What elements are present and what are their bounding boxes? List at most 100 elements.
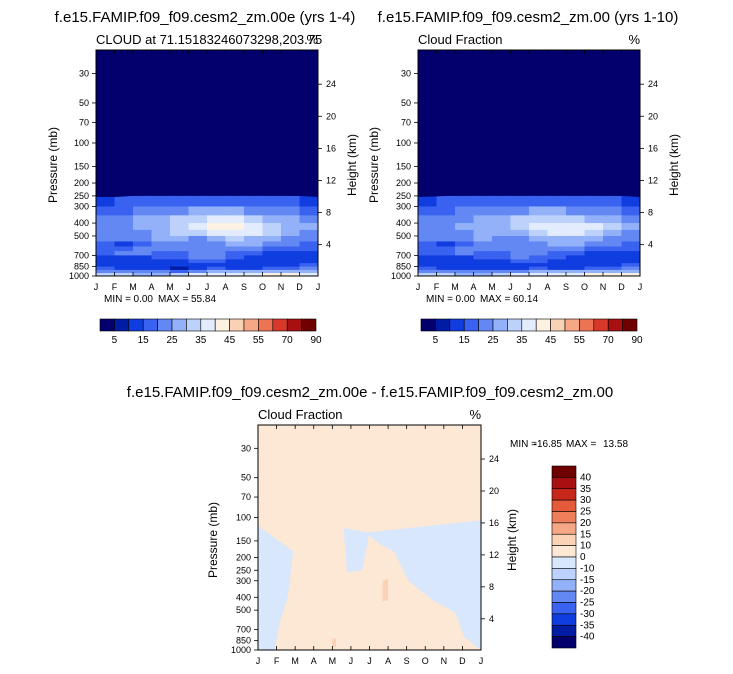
y-tick-label: 150 — [74, 161, 89, 171]
heatmap-cell — [621, 195, 641, 207]
max-label: MAX = — [480, 294, 510, 305]
cloud-top-mask — [418, 183, 640, 198]
plot-frame — [417, 49, 641, 277]
heatmap-cell — [510, 223, 530, 231]
colorbar-swatch — [551, 602, 577, 615]
heatmap-cell — [566, 223, 585, 231]
y-tick-label: 250 — [236, 565, 251, 575]
heatmap-cell — [151, 259, 171, 264]
heatmap-cell — [299, 215, 319, 224]
heatmap-cell — [547, 246, 567, 252]
heatmap-cell — [529, 263, 548, 268]
heatmap-cell — [473, 229, 493, 237]
colorbar-swatch — [551, 579, 577, 592]
colorbar-swatch — [551, 590, 577, 603]
heatmap-cell — [244, 215, 263, 224]
x-tick-label: A — [311, 656, 317, 666]
heatmap-cell — [244, 206, 263, 216]
heatmap-cell — [207, 255, 226, 260]
x-tick-label: S — [563, 282, 569, 292]
y-tick-label: 70 — [241, 492, 251, 502]
heatmap-cell — [418, 206, 437, 216]
heatmap-cell — [621, 259, 641, 264]
heatmap-cell — [133, 215, 152, 224]
y-tick-label: 1000 — [391, 271, 411, 281]
heatmap-cell — [225, 263, 245, 268]
x-tick-label: J — [527, 282, 532, 292]
heatmap-cell — [436, 235, 456, 242]
colorbar-label: -15 — [580, 575, 595, 586]
heatmap-cell — [151, 269, 171, 274]
heatmap-cell — [114, 235, 134, 242]
x-tick-label: N — [441, 656, 448, 666]
panel-difference: f.e15.FAMIP.f09_f09.cesm2_zm.00e - f.e15… — [127, 384, 629, 666]
heatmap-cell — [281, 259, 300, 264]
heatmap-cell — [170, 195, 189, 207]
heatmap-cell — [584, 263, 604, 268]
unit-label: % — [628, 32, 640, 47]
heatmap-cell — [262, 263, 282, 268]
x-tick-label: J — [186, 282, 191, 292]
heatmap-cell — [281, 246, 300, 252]
heatmap-cell — [133, 269, 152, 274]
x-tick-label: O — [259, 282, 266, 292]
colorbar-swatch — [449, 318, 465, 332]
heatmap-cell — [281, 195, 300, 207]
region-negative-mid — [343, 528, 370, 573]
heatmap-cell — [114, 241, 134, 247]
heatmap-cell — [455, 195, 474, 207]
heatmap-cell — [603, 255, 622, 260]
heatmap-cell — [566, 269, 585, 274]
heatmap-cell — [492, 235, 511, 242]
min-value: 0.00 — [456, 294, 476, 305]
x-tick-label: A — [148, 282, 154, 292]
min-value: -16.85 — [534, 439, 563, 450]
heatmap-cell — [547, 266, 567, 271]
heatmap-cell — [529, 215, 548, 224]
heatmap-cell — [207, 206, 226, 216]
y-tick-label: 100 — [74, 138, 89, 148]
height-tick-label: 16 — [648, 143, 658, 153]
y-tick-label: 300 — [236, 576, 251, 586]
heatmap-cell — [510, 241, 530, 247]
plot-frame — [257, 424, 482, 651]
height-tick-label: 8 — [489, 582, 494, 592]
heatmap-cell — [244, 259, 263, 264]
heatmap-cell — [151, 266, 171, 271]
heatmap-cell — [455, 246, 474, 252]
heatmap-cell — [188, 229, 208, 237]
heatmap-cell — [473, 273, 493, 277]
heatmap-cell — [547, 273, 567, 277]
colorbar-label: 20 — [580, 518, 592, 529]
heatmap-cell — [133, 251, 152, 256]
height-tick-label: 12 — [648, 175, 658, 185]
heatmap-cell — [566, 241, 585, 247]
heatmap-cell — [96, 259, 115, 264]
heatmap-cell — [566, 251, 585, 256]
colorbar-swatch — [200, 318, 216, 332]
heatmap-cell — [584, 251, 604, 256]
heatmap-cell — [281, 215, 300, 224]
heatmap-cell — [529, 255, 548, 260]
y-tick-label: 30 — [79, 68, 89, 78]
heatmap-cell — [114, 273, 134, 277]
heatmap-cell — [207, 223, 226, 231]
heatmap-cell — [207, 215, 226, 224]
heatmap-cell — [188, 269, 208, 274]
y-tick-label: 850 — [236, 636, 251, 646]
y-axis-label: Pressure (mb) — [367, 127, 381, 203]
x-tick-label: J — [256, 656, 261, 666]
colorbar-label: 35 — [580, 484, 592, 495]
x-tick-label: J — [416, 282, 421, 292]
heatmap-cell — [170, 251, 189, 256]
heatmap-cell — [207, 269, 226, 274]
heatmap-cell — [225, 206, 245, 216]
colorbar-label: -20 — [580, 586, 595, 597]
height-tick-label: 20 — [326, 111, 336, 121]
unit-label: % — [469, 407, 481, 422]
panel-subtitle: CLOUD at 71.15183246073298,203.75 — [96, 32, 322, 47]
heatmap-cell — [299, 269, 319, 274]
y-tick-label: 300 — [396, 201, 411, 211]
heatmap-cell — [225, 246, 245, 252]
